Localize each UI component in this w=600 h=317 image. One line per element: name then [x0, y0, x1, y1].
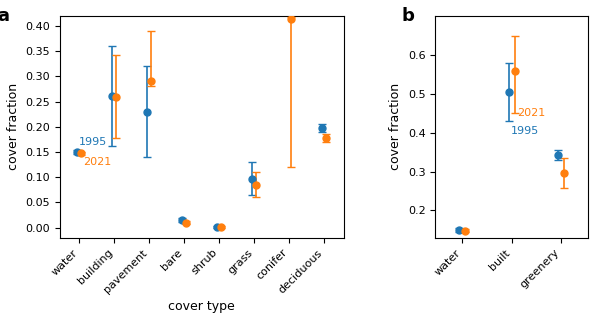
- X-axis label: cover type: cover type: [169, 301, 235, 314]
- Text: a: a: [0, 7, 10, 25]
- Text: 1995: 1995: [511, 126, 539, 136]
- Y-axis label: cover fraction: cover fraction: [7, 83, 20, 170]
- Text: 2021: 2021: [517, 108, 545, 118]
- Y-axis label: cover fraction: cover fraction: [389, 83, 402, 170]
- Text: 1995: 1995: [79, 137, 107, 147]
- Text: b: b: [401, 7, 415, 25]
- Text: 2021: 2021: [83, 157, 112, 167]
